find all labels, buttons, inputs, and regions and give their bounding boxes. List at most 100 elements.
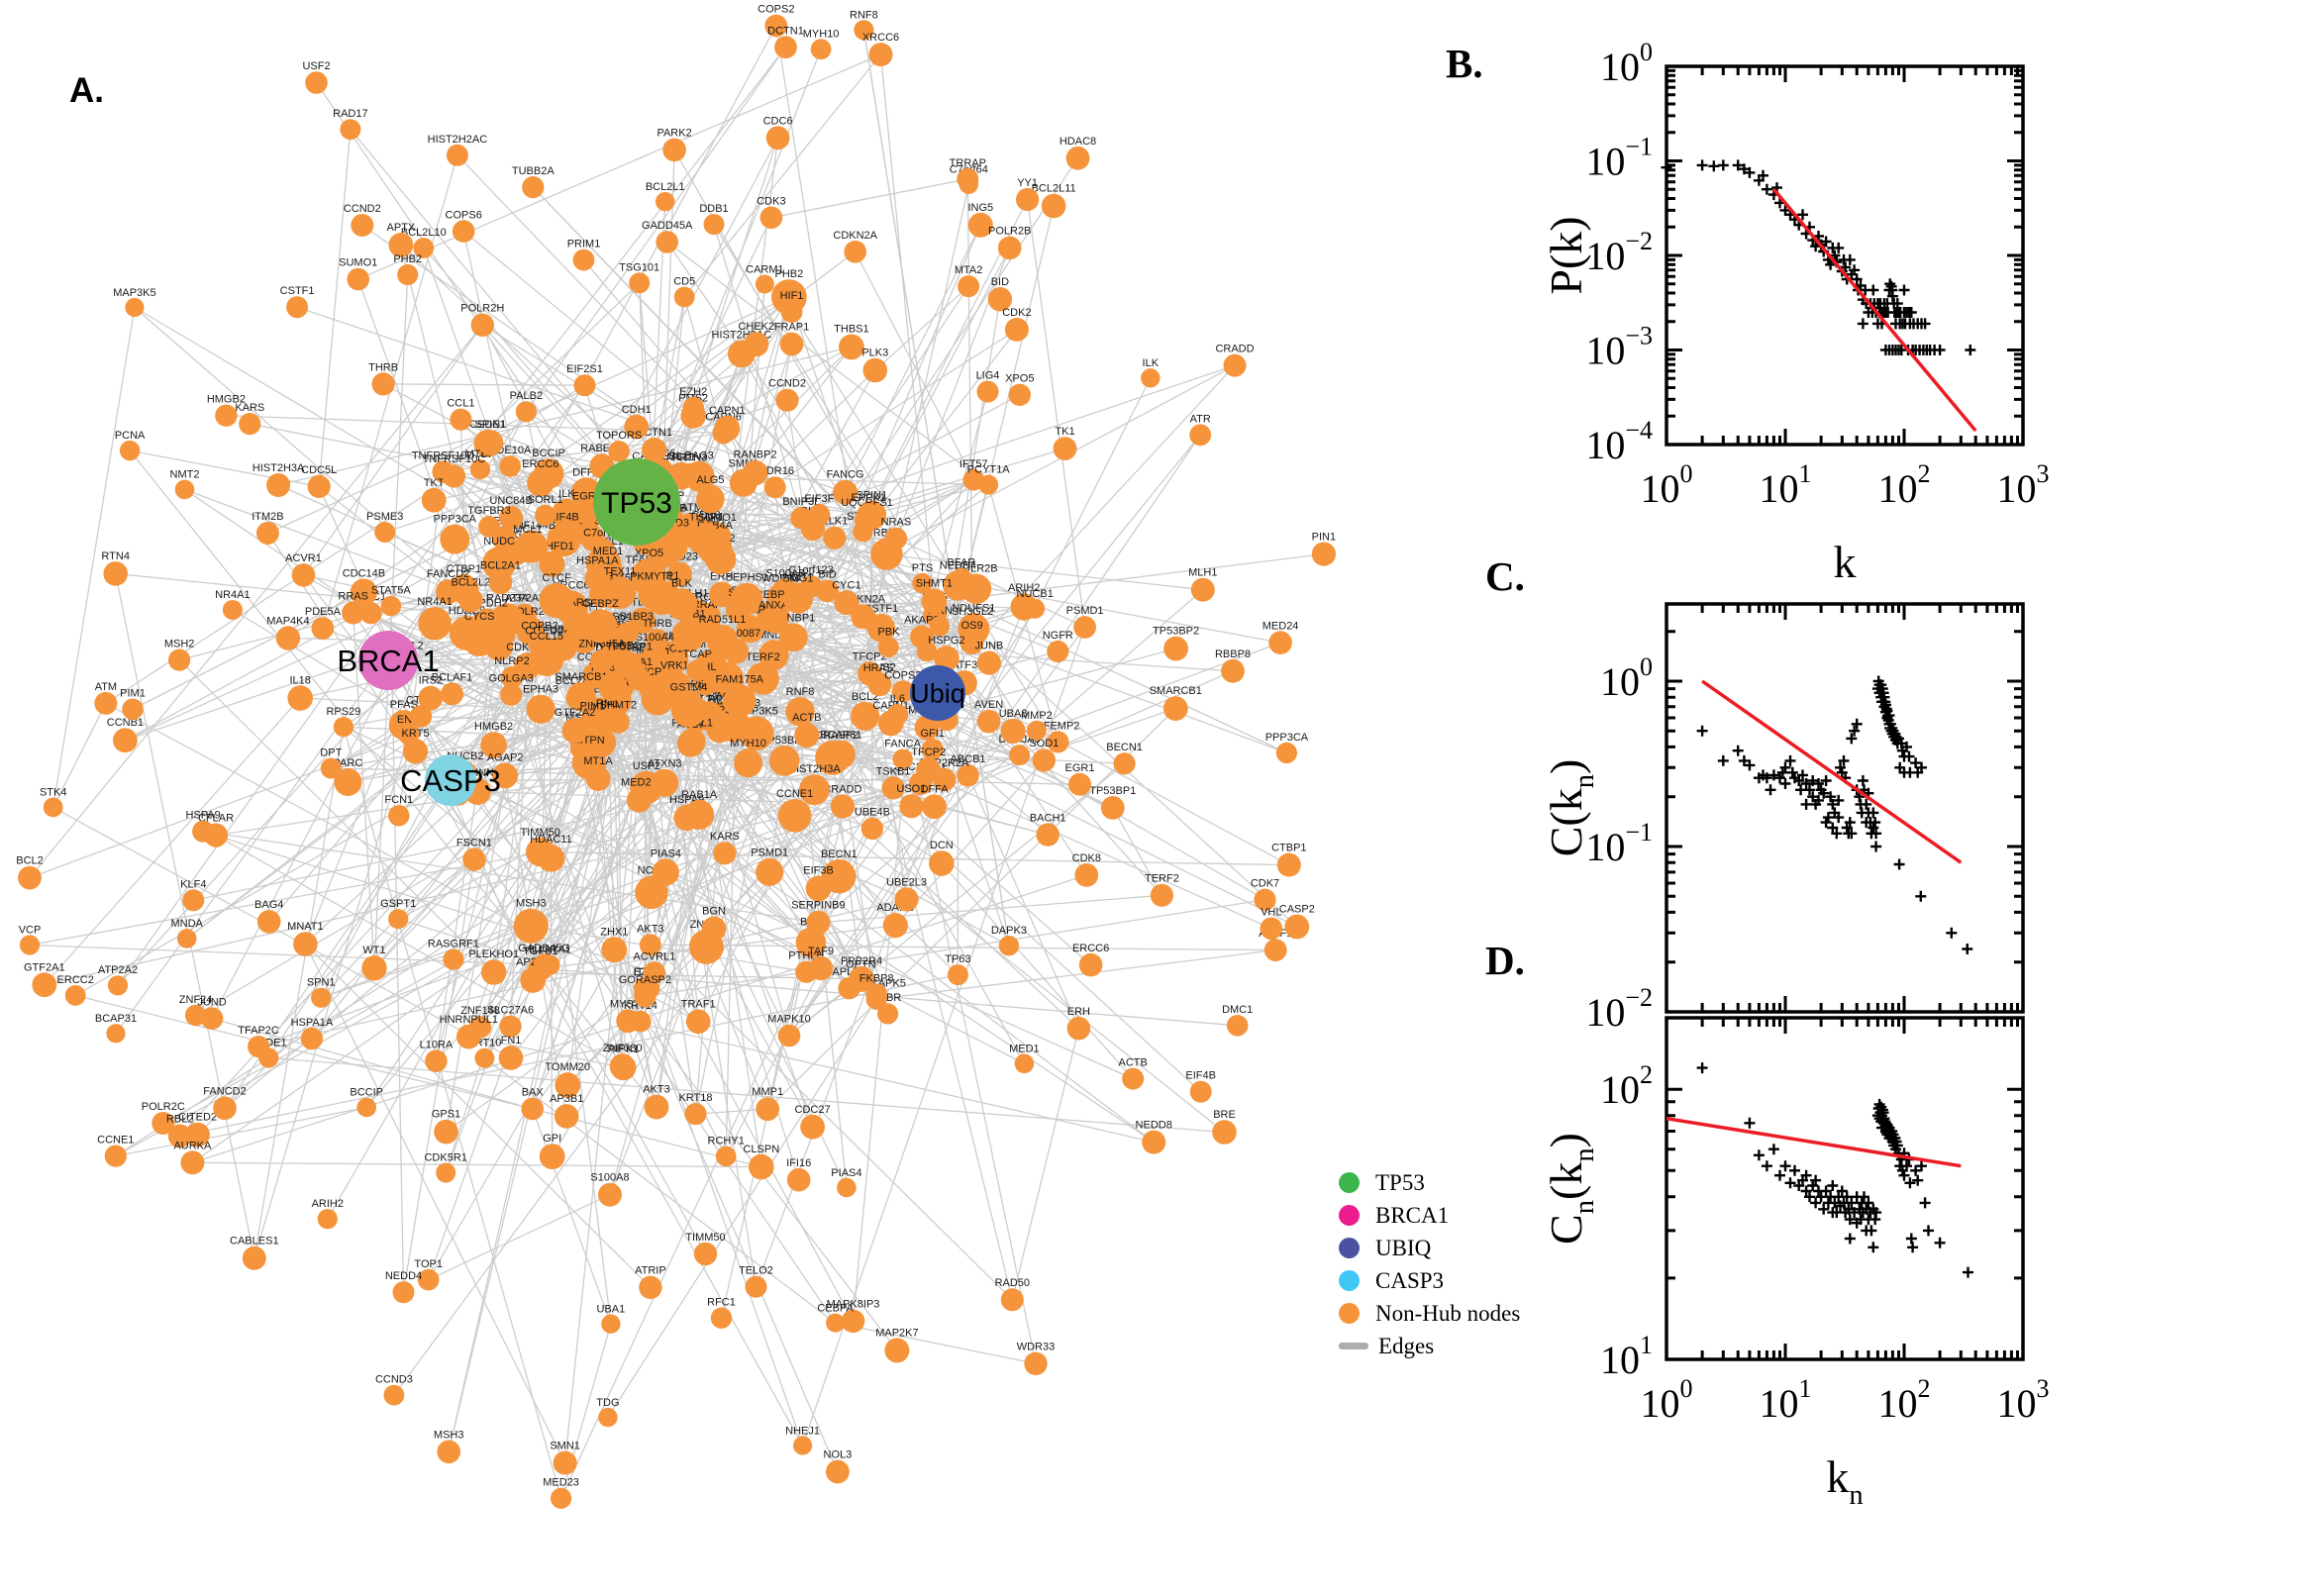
- network-node: [469, 458, 491, 480]
- network-node-label: HSPA1A: [576, 554, 619, 566]
- network-node: [477, 430, 504, 455]
- network-node-label: BCAP31: [95, 1013, 137, 1025]
- network-node: [333, 717, 354, 738]
- network-node-label: CD5: [673, 276, 695, 288]
- hub-node-brca1: [358, 631, 418, 690]
- network-node-label: BNIP3L: [782, 496, 820, 508]
- network-node-label: SMARCB1: [1150, 685, 1202, 697]
- network-node-label: FSCN1: [456, 837, 492, 848]
- network-node-label: BID: [818, 569, 836, 581]
- network-node: [610, 1054, 637, 1081]
- network-node-label: RCHY1: [708, 1136, 745, 1147]
- network-node-label: CITED2: [178, 1112, 217, 1124]
- network-node: [830, 794, 856, 819]
- tick-label: 100: [1641, 1374, 1693, 1426]
- network-node: [167, 1124, 192, 1148]
- legend-item: TP53: [1339, 1166, 1520, 1199]
- network-node-label: MYH10: [803, 28, 840, 40]
- network-node: [922, 794, 947, 820]
- legend-node-swatch: [1339, 1270, 1360, 1291]
- tick-label: 100: [1641, 459, 1693, 511]
- network-node: [673, 286, 695, 308]
- network-node: [480, 959, 507, 985]
- network-node-label: CDC6: [763, 115, 793, 127]
- network-node-label: CDH1: [622, 404, 652, 416]
- network-node: [1065, 146, 1090, 170]
- network-node: [539, 1144, 565, 1169]
- network-node-label: MED1: [1009, 1043, 1040, 1054]
- network-node-label: ERH: [1067, 1006, 1090, 1018]
- network-node-label: CTBP1: [1271, 843, 1306, 854]
- network-node: [1008, 383, 1031, 406]
- network-node: [1100, 796, 1125, 820]
- network-node-label: MED24: [1262, 620, 1299, 632]
- tick-label: 101: [1600, 1331, 1653, 1382]
- network-node: [1068, 772, 1091, 796]
- network-node: [356, 1097, 377, 1118]
- network-node: [651, 768, 679, 797]
- network-node: [957, 764, 979, 787]
- network-node-label: TP63: [945, 953, 970, 965]
- network-node-label: PTS: [912, 562, 933, 574]
- network-node: [347, 267, 370, 291]
- network-node: [858, 503, 880, 525]
- network-node-label: BCL2: [852, 691, 879, 703]
- network-node-label: GTF2A2: [555, 707, 596, 719]
- network-node: [547, 522, 581, 557]
- network-node-label: NEDD4: [385, 1270, 422, 1282]
- panel-b-label: B.: [1446, 41, 1483, 86]
- network-node: [777, 799, 812, 833]
- plot-c: 100 10−1 10−2 C(kn): [1541, 602, 2025, 1035]
- network-node: [826, 1313, 846, 1333]
- network-node: [795, 927, 827, 958]
- network-node: [626, 787, 652, 813]
- network-node-label: TP53BP1: [1089, 785, 1136, 797]
- network-node-label: TP53AP1: [606, 642, 653, 653]
- network-node: [997, 236, 1022, 260]
- legend-node-swatch: [1339, 1238, 1360, 1258]
- network-node-label: MAP2K7: [875, 1328, 918, 1340]
- network-node-label: FKBP8: [859, 972, 894, 984]
- network-node-label: CEBPZ: [582, 598, 619, 610]
- network-node-label: GPI: [543, 1133, 561, 1145]
- network-node-label: CCNE1: [776, 788, 813, 800]
- network-node-label: BCL2L11: [1032, 183, 1076, 195]
- network-node-label: GTF2A1: [24, 961, 65, 973]
- network-node: [780, 301, 803, 323]
- network-node: [320, 757, 342, 779]
- network-node-label: ITM2B: [252, 511, 283, 523]
- network-node: [425, 1049, 448, 1072]
- axis-box: [1665, 64, 2025, 447]
- network-node-label: SORL1: [528, 494, 563, 506]
- network-node-label: SMARCB1: [555, 671, 607, 683]
- network-node: [684, 799, 715, 831]
- network-node-label: BAX: [522, 1087, 545, 1099]
- network-node: [929, 616, 951, 637]
- network-node: [286, 296, 309, 319]
- network-node: [539, 550, 565, 577]
- network-node: [452, 220, 475, 243]
- network-node-label: CASP2: [1279, 904, 1315, 916]
- network-node: [670, 692, 707, 728]
- network-node-label: KRT18: [678, 1092, 712, 1104]
- network-node: [833, 479, 858, 505]
- network-node: [474, 1047, 495, 1068]
- network-node-label: EPHA3: [523, 684, 558, 696]
- panel-a-label: A.: [69, 71, 104, 110]
- network-node-label: TEX11: [604, 565, 637, 577]
- network-node-label: UBA3: [999, 708, 1028, 720]
- network-node: [1275, 742, 1297, 764]
- network-node-label: PLEKHO1: [468, 948, 519, 960]
- network-node: [884, 527, 908, 549]
- network-node-label: ZHX1: [600, 926, 628, 938]
- network-node-label: BCL2A1: [480, 560, 521, 572]
- network-node: [458, 587, 483, 613]
- network-node: [644, 1094, 669, 1120]
- network-node-label: BFAR: [947, 557, 975, 569]
- network-node: [929, 850, 955, 876]
- network-node-label: SMG1: [782, 573, 813, 585]
- tick-label: 101: [1760, 1374, 1812, 1426]
- network-node: [1142, 1130, 1166, 1154]
- network-node: [374, 522, 396, 543]
